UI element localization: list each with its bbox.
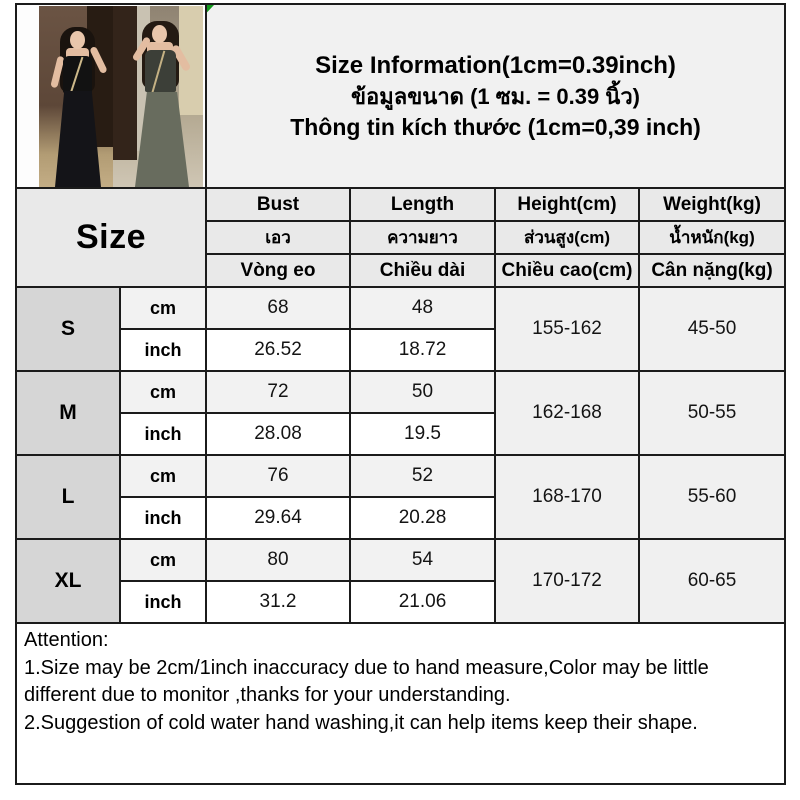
unit-label-cm: cm	[119, 370, 207, 414]
size-label-l: L	[15, 454, 121, 540]
l-bust-cm: 76	[205, 454, 351, 498]
s-bust-inch: 26.52	[205, 328, 351, 372]
model-right-face	[152, 25, 167, 43]
title-thai: ข้อมูลขนาด (1 ซม. = 0.39 นิ้ว)	[351, 83, 641, 109]
model-left-face	[70, 31, 85, 49]
xl-length-inch: 21.06	[349, 580, 496, 624]
col-header-length-th: ความยาว	[349, 220, 496, 255]
l-length-cm: 52	[349, 454, 496, 498]
xl-bust-inch: 31.2	[205, 580, 351, 624]
attention-note-2: 2.Suggestion of cold water hand washing,…	[24, 711, 698, 734]
size-label-s: S	[15, 286, 121, 372]
xl-weight-range: 60-65	[637, 538, 787, 624]
attention-note-1: 1.Size may be 2cm/1inch inaccuracy due t…	[24, 656, 709, 707]
col-header-weight-en: Weight(kg)	[637, 187, 787, 222]
s-length-inch: 18.72	[349, 328, 496, 372]
m-height-range: 162-168	[494, 370, 640, 456]
col-header-length-vi: Chiều dài	[349, 253, 496, 288]
xl-length-cm: 54	[349, 538, 496, 582]
xl-height-range: 170-172	[494, 538, 640, 624]
green-corner-flag-icon	[208, 6, 214, 16]
l-length-inch: 20.28	[349, 496, 496, 540]
col-header-bust-en: Bust	[205, 187, 351, 222]
col-header-bust-th: เอว	[205, 220, 351, 255]
unit-label-inch: inch	[119, 328, 207, 372]
col-header-bust-vi: Vòng eo	[205, 253, 351, 288]
product-photo-cell	[15, 3, 207, 189]
m-weight-range: 50-55	[637, 370, 787, 456]
size-corner-header: Size	[15, 187, 207, 288]
m-length-cm: 50	[349, 370, 496, 414]
unit-label-cm: cm	[119, 454, 207, 498]
title-english: Size Information(1cm=0.39inch)	[315, 51, 676, 79]
unit-label-cm: cm	[119, 538, 207, 582]
l-height-range: 168-170	[494, 454, 640, 540]
product-photo	[39, 6, 203, 186]
photo-right-door	[113, 6, 137, 160]
col-header-weight-vi: Cân nặng(kg)	[637, 253, 787, 288]
unit-label-inch: inch	[119, 412, 207, 456]
size-label-xl: XL	[15, 538, 121, 624]
xl-bust-cm: 80	[205, 538, 351, 582]
s-length-cm: 48	[349, 286, 496, 330]
size-chart-sheet: Size Information(1cm=0.39inch) ข้อมูลขนา…	[14, 3, 787, 785]
attention-section: Attention: 1.Size may be 2cm/1inch inacc…	[14, 622, 787, 785]
col-header-weight-th: น้ำหนัก(kg)	[637, 220, 787, 255]
col-header-length-en: Length	[349, 187, 496, 222]
l-weight-range: 55-60	[637, 454, 787, 540]
col-header-height-vi: Chiều cao(cm)	[494, 253, 640, 288]
unit-label-cm: cm	[119, 286, 207, 330]
size-label-m: M	[15, 370, 121, 456]
size-chart-table: Size Information(1cm=0.39inch) ข้อมูลขนา…	[14, 3, 787, 785]
m-length-inch: 19.5	[349, 412, 496, 456]
col-header-height-en: Height(cm)	[494, 187, 640, 222]
m-bust-inch: 28.08	[205, 412, 351, 456]
s-bust-cm: 68	[205, 286, 351, 330]
m-bust-cm: 72	[205, 370, 351, 414]
s-weight-range: 45-50	[637, 286, 787, 372]
title-vietnamese: Thông tin kích thước (1cm=0,39 inch)	[290, 113, 701, 140]
unit-label-inch: inch	[119, 496, 207, 540]
s-height-range: 155-162	[494, 286, 640, 372]
l-bust-inch: 29.64	[205, 496, 351, 540]
unit-label-inch: inch	[119, 580, 207, 624]
col-header-height-th: ส่วนสูง(cm)	[494, 220, 640, 255]
attention-heading: Attention:	[24, 629, 109, 651]
title-cell: Size Information(1cm=0.39inch) ข้อมูลขนา…	[204, 3, 787, 189]
